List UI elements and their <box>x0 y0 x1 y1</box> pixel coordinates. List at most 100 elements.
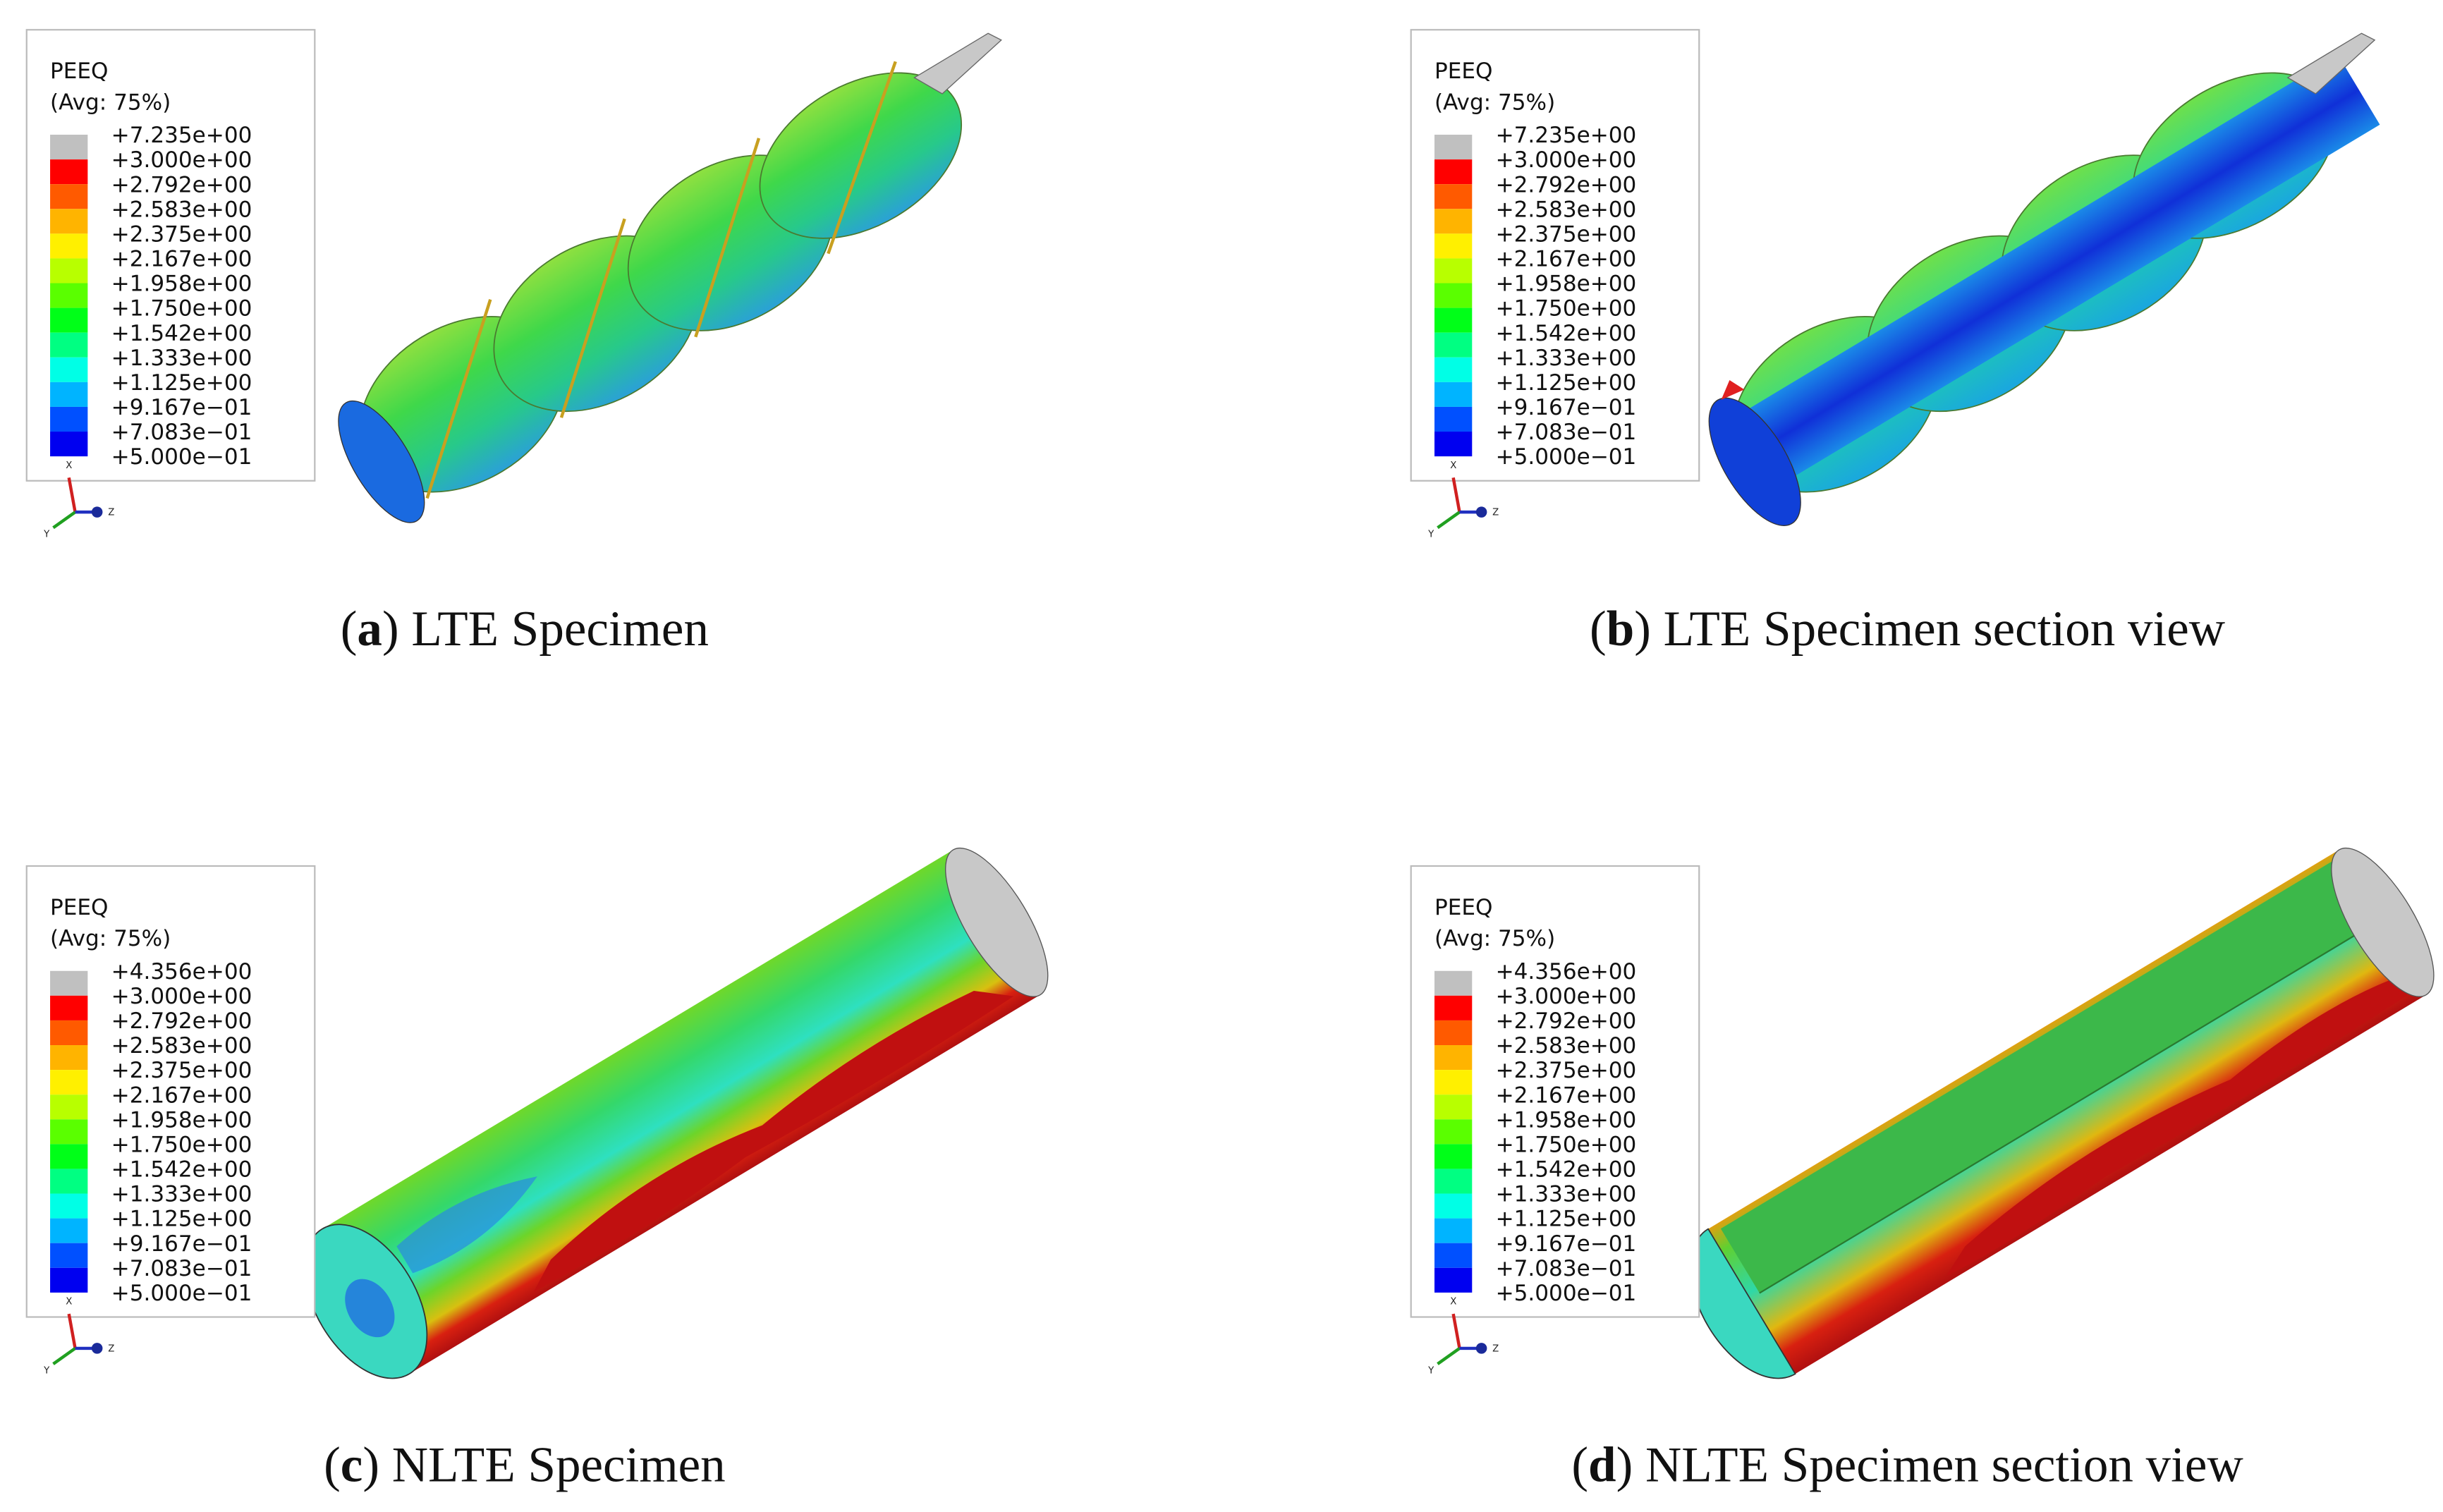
legend-value: +7.083e−01 <box>111 420 252 445</box>
legend-band <box>50 159 88 185</box>
legend-value: +2.792e+00 <box>1496 1008 1637 1034</box>
triad-label: Y <box>43 1365 50 1376</box>
legend-band <box>50 406 88 432</box>
legend-value: +9.167e−01 <box>111 395 252 420</box>
legend-band <box>1434 406 1473 432</box>
legend-band <box>1434 233 1473 259</box>
triad-origin <box>91 1343 103 1354</box>
legend-value: +2.792e+00 <box>111 1008 252 1034</box>
legend-value: +1.750e+00 <box>111 1132 252 1157</box>
legend-value: +2.792e+00 <box>1496 172 1637 197</box>
legend-value: +1.750e+00 <box>111 296 252 322</box>
legend-value: +1.125e+00 <box>111 370 252 396</box>
legend-value: +1.958e+00 <box>1496 272 1637 297</box>
legend-value: +1.958e+00 <box>111 272 252 297</box>
legend-band <box>50 332 88 358</box>
legend-band <box>50 970 88 996</box>
legend-value: +1.958e+00 <box>1496 1107 1637 1133</box>
legend-value: +2.167e+00 <box>1496 1083 1637 1108</box>
legend-band <box>50 357 88 382</box>
caption-part: d <box>1588 1438 1616 1493</box>
legend-subtitle: (Avg: 75%) <box>50 926 171 951</box>
legend-value: +2.583e+00 <box>111 197 252 222</box>
triad-y <box>1437 511 1461 530</box>
legend-subtitle: (Avg: 75%) <box>1434 90 1555 115</box>
panel: PEEQ (Avg: 75%) +7.235e+00+3.000e+00+2.792… <box>25 29 709 657</box>
legend-value: +5.000e−01 <box>1496 444 1637 470</box>
legend-band <box>1434 1095 1473 1120</box>
legend-value: +1.750e+00 <box>1496 1132 1637 1157</box>
legend-band <box>1434 1243 1473 1268</box>
caption-part: ) LTE Specimen <box>382 602 709 657</box>
triad-label: Z <box>1492 508 1499 518</box>
panel: PEEQ (Avg: 75%) +7.235e+00+3.000e+00+2.792… <box>1410 29 2225 657</box>
caption: (c) NLTE Specimen <box>324 1438 726 1493</box>
legend-band <box>1434 995 1473 1020</box>
legend-band <box>1434 1070 1473 1095</box>
legend-value: +4.356e+00 <box>111 959 252 984</box>
legend-band <box>1434 1144 1473 1169</box>
legend-band <box>1434 307 1473 333</box>
triad-label: X <box>1450 461 1456 471</box>
legend-band <box>50 233 88 259</box>
legend-value: +4.356e+00 <box>1496 959 1637 984</box>
legend-band <box>1434 209 1473 234</box>
legend-value: +2.583e+00 <box>1496 1033 1637 1059</box>
legend-title: PEEQ <box>50 895 108 920</box>
legend-band <box>1434 1218 1473 1243</box>
legend-band <box>50 1243 88 1268</box>
triad-y <box>52 1347 76 1365</box>
legend-band <box>1434 1193 1473 1219</box>
caption-part: ( <box>1590 602 1607 657</box>
legend-value: +1.125e+00 <box>1496 1207 1637 1232</box>
caption-part: ( <box>1571 1438 1588 1493</box>
triad-label: Z <box>1492 1343 1499 1354</box>
legend-value: +1.958e+00 <box>111 1107 252 1133</box>
legend-band <box>50 1020 88 1046</box>
caption-part: b <box>1607 602 1635 657</box>
caption-part: c <box>341 1438 363 1493</box>
legend-value: +1.125e+00 <box>1496 370 1637 396</box>
legend-band <box>1434 184 1473 209</box>
triad-label: Y <box>1427 1365 1434 1376</box>
legend-value: +2.583e+00 <box>1496 197 1637 222</box>
legend-band <box>50 184 88 209</box>
legend-value: +7.235e+00 <box>1496 123 1637 148</box>
caption-part: ) NLTE Specimen section view <box>1616 1438 2243 1493</box>
legend-value: +2.167e+00 <box>111 1083 252 1108</box>
legend-value: +7.083e−01 <box>1496 420 1637 445</box>
triad-x <box>67 1313 77 1349</box>
caption-part: ( <box>341 602 358 657</box>
specimen-b <box>1708 32 2380 526</box>
legend-value: +1.542e+00 <box>1496 1157 1637 1183</box>
legend-band <box>1434 970 1473 996</box>
legend-band <box>50 307 88 333</box>
legend-value: +2.167e+00 <box>111 247 252 272</box>
legend-band <box>50 995 88 1020</box>
legend-band <box>50 1267 88 1293</box>
legend-band <box>1434 332 1473 358</box>
legend-value: +7.083e−01 <box>1496 1256 1637 1281</box>
triad-label: X <box>66 1297 72 1307</box>
specimen-c <box>304 847 1049 1379</box>
legend-value: +1.333e+00 <box>1496 346 1637 371</box>
legend-band <box>50 283 88 308</box>
legend-band <box>1434 1045 1473 1071</box>
legend-value: +2.792e+00 <box>111 172 252 197</box>
triad-x <box>1451 1313 1461 1349</box>
triad-x <box>1451 477 1461 513</box>
triad-y <box>52 511 76 530</box>
legend-value: +2.375e+00 <box>1496 1058 1637 1083</box>
panel: PEEQ (Avg: 75%) +4.356e+00+3.000e+00+2.792… <box>25 865 726 1493</box>
legend-value: +5.000e−01 <box>111 1281 252 1306</box>
legend-band <box>50 1119 88 1145</box>
legend-value: +1.542e+00 <box>111 321 252 346</box>
legend-band <box>1434 1267 1473 1293</box>
legend-value: +2.167e+00 <box>1496 247 1637 272</box>
caption: (a) LTE Specimen <box>341 602 709 657</box>
triad-label: Z <box>108 1343 114 1354</box>
triad-origin <box>91 506 103 518</box>
